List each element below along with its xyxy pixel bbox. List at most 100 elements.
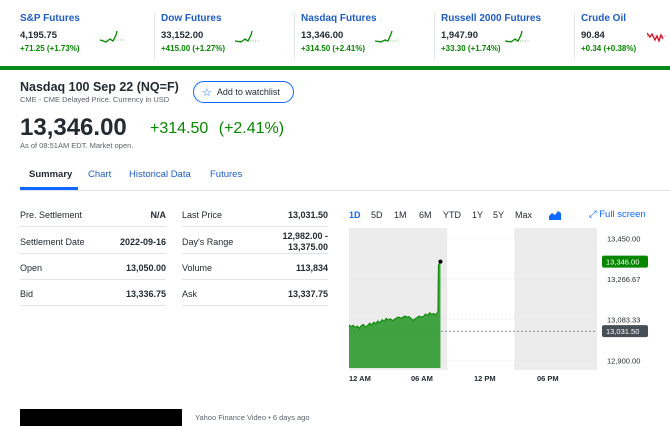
y-tick-label: 13,450.00 bbox=[607, 235, 640, 244]
price-change-value: +314.50 bbox=[150, 120, 209, 137]
ticker-name[interactable]: Russell 2000 Futures bbox=[441, 13, 542, 24]
video-thumbnail[interactable] bbox=[20, 409, 182, 426]
ticker-price: 4,195.75 bbox=[20, 30, 57, 41]
table-row: Pre. Settlement N/A bbox=[20, 201, 166, 227]
range-6m-button[interactable]: 6M bbox=[419, 210, 432, 220]
prev-settle-tag: 13,031.50 bbox=[606, 327, 639, 336]
range-low: 12,982.00 - bbox=[282, 231, 328, 241]
row-value: 13,050.00 bbox=[125, 263, 166, 273]
row-label: Ask bbox=[182, 289, 198, 299]
sparkline-icon bbox=[505, 30, 529, 43]
ticker-dow-futures[interactable]: Dow Futures 33,152.00 +415.00 (+1.27%) bbox=[154, 13, 282, 59]
table-row: Day's Range 12,982.00 - 13,375.00 bbox=[182, 228, 328, 254]
table-row: Last Price 13,031.50 bbox=[182, 201, 328, 227]
range-1m-button[interactable]: 1M bbox=[394, 210, 407, 220]
current-price-tag-bg bbox=[602, 255, 648, 268]
range-ytd-button[interactable]: YTD bbox=[443, 210, 461, 220]
current-price: 13,346.00 bbox=[20, 114, 127, 141]
row-label: Bid bbox=[20, 289, 34, 299]
sparkline-icon bbox=[375, 30, 399, 43]
tab-summary[interactable]: Summary bbox=[29, 169, 73, 180]
ticker-change: +0.34 (+0.38%) bbox=[581, 44, 637, 53]
ticker-sp-futures[interactable]: S&P Futures 4,195.75 +71.25 (+1.73%) bbox=[14, 13, 142, 59]
ticker-name[interactable]: Dow Futures bbox=[161, 13, 222, 24]
ticker-change: +415.00 (+1.27%) bbox=[161, 44, 226, 53]
full-screen-button[interactable]: ⤢ Full screen bbox=[589, 209, 646, 220]
row-value: 12,982.00 - 13,375.00 bbox=[282, 231, 328, 253]
ticker-change: +71.25 (+1.73%) bbox=[20, 44, 80, 53]
table-row: Ask 13,337.75 bbox=[182, 280, 328, 306]
quote-title: Nasdaq 100 Sep 22 (NQ=F) bbox=[20, 80, 179, 94]
tab-historical-data[interactable]: Historical Data bbox=[129, 169, 191, 180]
ticker-name[interactable]: Nasdaq Futures bbox=[301, 13, 377, 24]
ticker-name[interactable]: Crude Oil bbox=[581, 13, 627, 24]
market-status: As of 08:51AM EDT. Market open. bbox=[20, 141, 134, 150]
quote-source: CME - CME Delayed Price. Currency in USD bbox=[20, 95, 170, 104]
ticker-crude-oil[interactable]: Crude Oil 90.84 +0.34 (+0.38%) bbox=[574, 13, 670, 59]
y-tick-label: 13,266.67 bbox=[607, 275, 640, 284]
x-tick-label: 12 PM bbox=[474, 374, 496, 383]
table-row: Open 13,050.00 bbox=[20, 254, 166, 280]
price-area bbox=[349, 261, 441, 368]
header-divider-bar bbox=[0, 66, 670, 70]
active-tab-indicator bbox=[20, 187, 78, 190]
star-icon: ☆ bbox=[202, 86, 212, 99]
ticker-price: 13,346.00 bbox=[301, 30, 344, 41]
table-row: Bid 13,336.75 bbox=[20, 280, 166, 306]
table-row: Volume 113,834 bbox=[182, 254, 328, 280]
ticker-russell-futures[interactable]: Russell 2000 Futures 1,947.90 +33.30 (+1… bbox=[434, 13, 562, 59]
full-screen-label: Full screen bbox=[599, 209, 646, 220]
row-label: Volume bbox=[182, 263, 213, 273]
tab-futures[interactable]: Futures bbox=[210, 169, 243, 180]
row-label: Pre. Settlement bbox=[20, 210, 83, 220]
range-max-button[interactable]: Max bbox=[515, 210, 533, 220]
watchlist-label: Add to watchlist bbox=[216, 87, 280, 97]
row-value: 13,337.75 bbox=[287, 289, 328, 299]
market-ticker-strip: S&P Futures 4,195.75 +71.25 (+1.73%) Dow… bbox=[0, 0, 670, 66]
row-label: Last Price bbox=[182, 210, 223, 220]
chart-type-icon[interactable] bbox=[548, 209, 562, 221]
price-line bbox=[348, 261, 441, 329]
row-label: Day's Range bbox=[182, 237, 234, 247]
ticker-price: 1,947.90 bbox=[441, 30, 478, 41]
last-price-dot bbox=[438, 259, 443, 264]
afterhours-shade bbox=[514, 228, 597, 370]
ticker-change: +33.30 (+1.74%) bbox=[441, 44, 501, 53]
row-value: 2022-09-16 bbox=[119, 237, 166, 247]
tab-chart[interactable]: Chart bbox=[88, 169, 112, 180]
quote-tabs: Summary Chart Historical Data Futures bbox=[20, 163, 670, 191]
sparkline-icon bbox=[647, 32, 667, 43]
range-5y-button[interactable]: 5Y bbox=[493, 210, 505, 220]
y-tick-label: 12,900.00 bbox=[607, 356, 640, 365]
row-value: 113,834 bbox=[295, 263, 328, 273]
video-meta: Yahoo Finance Video • 6 days ago bbox=[195, 413, 310, 422]
row-value: 13,031.50 bbox=[287, 210, 328, 220]
sparkline-icon bbox=[100, 30, 124, 43]
x-tick-label: 06 AM bbox=[411, 374, 433, 383]
add-to-watchlist-button[interactable]: ☆ Add to watchlist bbox=[193, 81, 294, 103]
range-5d-button[interactable]: 5D bbox=[371, 210, 383, 220]
sparkline-icon bbox=[235, 30, 259, 43]
ticker-price: 33,152.00 bbox=[161, 30, 204, 41]
row-value: 13,336.75 bbox=[125, 289, 166, 299]
ticker-change: +314.50 (+2.41%) bbox=[301, 44, 366, 53]
expand-icon: ⤢ bbox=[589, 209, 597, 220]
row-value: N/A bbox=[150, 210, 167, 220]
x-tick-label: 12 AM bbox=[349, 374, 371, 383]
row-label: Settlement Date bbox=[20, 237, 85, 247]
price-chart[interactable]: 13,450.00 13,266.67 13,083.33 12,900.00 13,3… bbox=[345, 228, 660, 374]
price-change-percent: (+2.41%) bbox=[218, 120, 285, 137]
range-1d-button[interactable]: 1D bbox=[349, 210, 361, 220]
row-label: Open bbox=[20, 263, 43, 273]
ticker-nasdaq-futures[interactable]: Nasdaq Futures 13,346.00 +314.50 (+2.41%… bbox=[294, 13, 422, 59]
current-price-tag: 13,346.00 bbox=[606, 258, 639, 267]
prev-settle-tag-bg bbox=[602, 325, 648, 338]
range-high: 13,375.00 bbox=[287, 242, 328, 252]
x-tick-label: 06 PM bbox=[537, 374, 559, 383]
table-row: Settlement Date 2022-09-16 bbox=[20, 228, 166, 254]
range-1y-button[interactable]: 1Y bbox=[472, 210, 484, 220]
y-tick-label: 13,083.33 bbox=[607, 316, 640, 325]
price-change: +314.50 (+2.41%) bbox=[150, 120, 284, 138]
ticker-price: 90.84 bbox=[581, 30, 605, 41]
ticker-name[interactable]: S&P Futures bbox=[20, 13, 80, 24]
